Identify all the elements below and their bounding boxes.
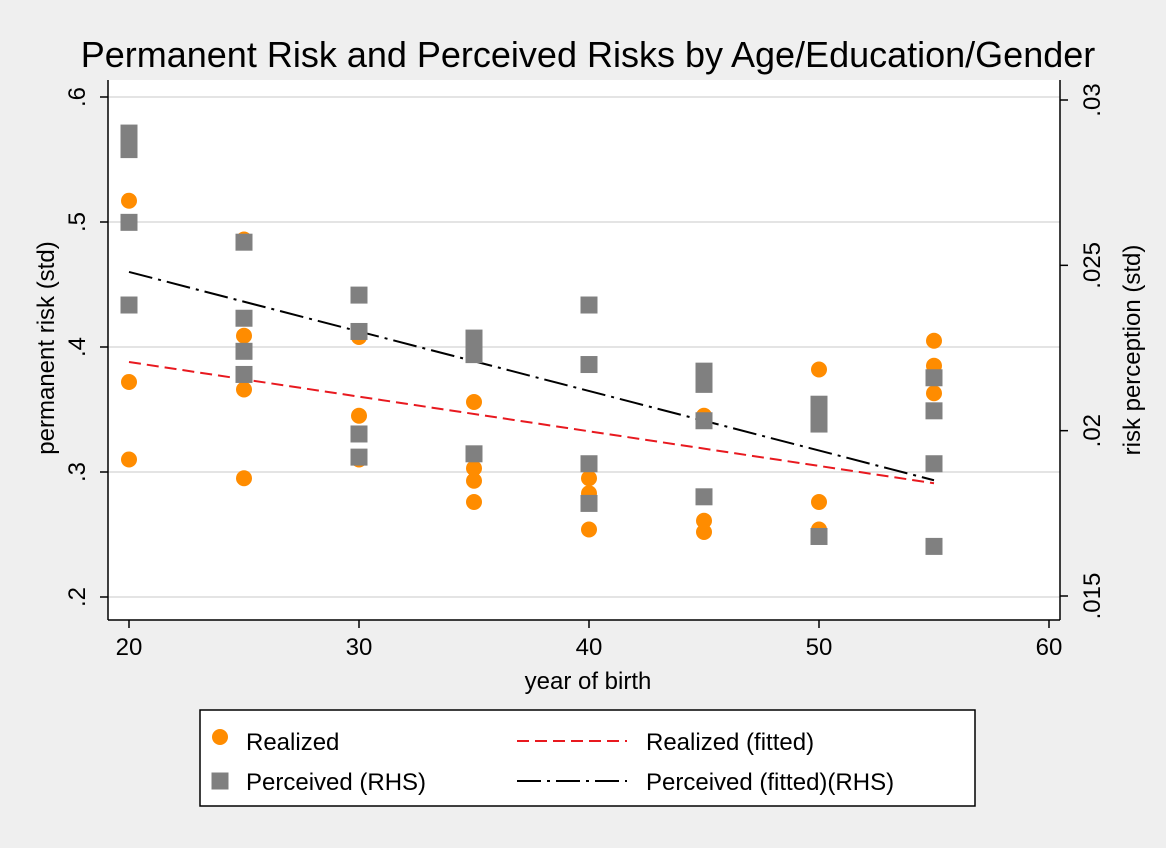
y-right-tick-label: .025 [1079, 242, 1106, 289]
legend-realized-fitted-label: Realized (fitted) [646, 729, 814, 756]
perceived-point [695, 362, 713, 380]
y-left-tick-label: .2 [64, 587, 91, 607]
perceived-point [580, 296, 598, 314]
realized-point [811, 494, 827, 510]
perceived-point [810, 415, 828, 433]
perceived-fitted-line [128, 270, 935, 482]
perceived-point [925, 455, 943, 473]
perceived-point [695, 375, 713, 393]
realized-point [466, 460, 482, 477]
y-right-tick-label: .03 [1079, 83, 1106, 116]
perceived-point [925, 402, 943, 420]
realized-point [926, 385, 942, 402]
perceived-point [350, 322, 368, 340]
realized-point [581, 521, 597, 538]
x-tick-label: 30 [346, 634, 373, 661]
realized-point [121, 374, 137, 390]
realized-point [236, 470, 252, 487]
tick-labels: 20 30 40 50 60 .2 .3 .4 .5 .6 .015 .02 .025 .03 [64, 83, 1106, 661]
y-left-tick-label: .5 [64, 212, 91, 232]
perceived-point [235, 309, 253, 327]
data-points [120, 124, 943, 555]
perceived-point [925, 537, 943, 555]
realized-point [696, 512, 712, 529]
realized-point [696, 524, 712, 540]
perceived-point [695, 488, 713, 506]
x-axis-title: year of birth [525, 668, 652, 695]
x-tick-label: 20 [116, 634, 143, 661]
legend-perceived-label: Perceived (RHS) [246, 769, 426, 796]
perceived-point [235, 365, 253, 383]
perceived-point [350, 425, 368, 443]
y-left-tick-label: .4 [64, 337, 91, 357]
x-tick-label: 40 [576, 634, 603, 661]
legend: Realized Perceived (RHS) Realized (fitted)… [199, 709, 976, 807]
realized-point [466, 472, 482, 489]
perceived-point [120, 213, 138, 231]
fitted-lines [128, 270, 935, 485]
perceived-point [580, 494, 598, 512]
realized-fitted-line [128, 361, 935, 485]
legend-realized-label: Realized [246, 729, 339, 756]
y-left-tick-label: .6 [64, 87, 91, 107]
realized-point [466, 494, 482, 510]
perceived-point [465, 445, 483, 463]
perceived-point [580, 455, 598, 473]
legend-box [199, 709, 976, 807]
y-right-tick-label: .02 [1079, 414, 1106, 447]
perceived-point [925, 369, 943, 387]
realized-point [236, 381, 252, 398]
legend-perceived-marker [211, 772, 229, 790]
perceived-point [350, 286, 368, 304]
realized-point [351, 407, 367, 424]
y-right-tick-label: .015 [1079, 573, 1106, 620]
perceived-point [695, 412, 713, 430]
realized-point [236, 327, 252, 344]
realized-point [811, 361, 827, 378]
perceived-point [235, 233, 253, 251]
legend-realized-marker [212, 729, 228, 745]
perceived-point [810, 402, 828, 420]
perceived-point [120, 141, 138, 159]
x-tick-label: 60 [1036, 634, 1063, 661]
legend-perceived-fitted-label: Perceived (fitted)(RHS) [646, 769, 894, 796]
perceived-point [120, 124, 138, 142]
y-right-axis-title: risk perception (std) [1119, 245, 1146, 456]
y-left-axis-title: permanent risk (std) [33, 241, 60, 454]
realized-point [121, 192, 137, 209]
axes [100, 80, 1068, 628]
realized-point [121, 451, 137, 468]
x-tick-label: 50 [806, 634, 833, 661]
perceived-point [810, 527, 828, 545]
perceived-point [350, 448, 368, 466]
realized-point [581, 470, 597, 487]
chart-title: Permanent Risk and Perceived Risks by Ag… [81, 34, 1096, 75]
realized-point [926, 332, 942, 349]
perceived-point [580, 356, 598, 374]
perceived-point [465, 346, 483, 364]
y-left-tick-label: .3 [64, 462, 91, 482]
perceived-point [235, 342, 253, 360]
realized-point [466, 394, 482, 410]
perceived-point [120, 296, 138, 314]
